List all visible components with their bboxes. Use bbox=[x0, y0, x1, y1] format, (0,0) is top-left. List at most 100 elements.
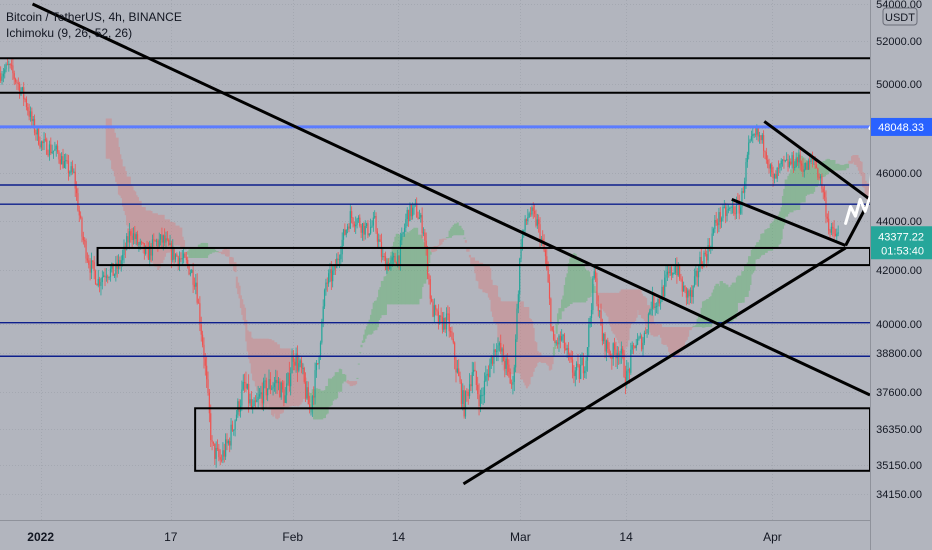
cloud-segment bbox=[628, 289, 631, 329]
cloud-segment bbox=[600, 292, 603, 309]
cloud-segment bbox=[612, 292, 615, 334]
candle-body bbox=[780, 160, 782, 165]
cloud-segment bbox=[326, 386, 329, 414]
candle-body bbox=[832, 226, 834, 229]
candle-body bbox=[356, 219, 358, 225]
price-axis-panel bbox=[870, 0, 932, 550]
cloud-segment bbox=[821, 162, 824, 178]
cloud-segment bbox=[261, 338, 264, 406]
cloud-segment bbox=[586, 270, 589, 298]
cloud-segment bbox=[247, 331, 251, 359]
candle-body bbox=[197, 302, 200, 304]
cloud-segment bbox=[855, 155, 858, 165]
candle-body bbox=[174, 254, 177, 260]
candle-body bbox=[193, 284, 196, 287]
candle-body bbox=[149, 245, 151, 260]
cloud-segment bbox=[852, 155, 855, 162]
cloud-segment bbox=[611, 292, 614, 332]
candle-body bbox=[195, 282, 197, 287]
candle-body bbox=[711, 233, 713, 248]
cloud-segment bbox=[252, 338, 255, 381]
cloud-segment bbox=[796, 152, 799, 210]
candle-body bbox=[279, 381, 281, 398]
candle-body bbox=[367, 223, 369, 236]
cloud-segment bbox=[556, 313, 560, 325]
candle-body bbox=[505, 358, 507, 369]
candle-body bbox=[256, 399, 258, 402]
cloud-segment bbox=[685, 327, 688, 340]
candle-body bbox=[311, 396, 313, 409]
candle-body bbox=[150, 245, 152, 256]
candle-body bbox=[643, 332, 645, 343]
candle-body bbox=[241, 389, 243, 406]
cloud-segment bbox=[191, 248, 194, 258]
candle-body bbox=[588, 324, 590, 348]
cloud-segment bbox=[329, 378, 332, 407]
cloud-segment bbox=[250, 337, 253, 374]
cloud-segment bbox=[851, 156, 854, 164]
cloud-segment bbox=[836, 163, 839, 171]
candle-body bbox=[86, 258, 89, 261]
candle-body bbox=[112, 263, 114, 276]
candle-body bbox=[128, 231, 131, 243]
candle-body bbox=[807, 160, 809, 170]
candle-body bbox=[271, 388, 273, 390]
candle-body bbox=[726, 210, 728, 217]
cloud-segment bbox=[253, 338, 256, 382]
cloud-segment bbox=[224, 248, 228, 257]
candle-body bbox=[431, 298, 433, 302]
candle-body bbox=[74, 171, 76, 189]
candle-body bbox=[543, 241, 545, 251]
cloud-segment bbox=[257, 338, 260, 397]
cloud-segment bbox=[837, 163, 840, 171]
candle-body bbox=[46, 139, 48, 155]
cloud-segment bbox=[762, 233, 766, 255]
cloud-segment bbox=[341, 373, 344, 384]
candle-body bbox=[528, 213, 530, 218]
candle-body bbox=[65, 160, 67, 162]
candle-body bbox=[792, 155, 795, 169]
candle-body bbox=[631, 345, 633, 350]
candle-body bbox=[383, 256, 385, 258]
candle-body bbox=[409, 204, 411, 222]
y-tick-label: 37600.00 bbox=[876, 387, 922, 399]
cloud-segment bbox=[455, 223, 458, 236]
candle-body bbox=[153, 239, 155, 241]
candle-body bbox=[368, 233, 370, 236]
cloud-segment bbox=[727, 287, 730, 324]
candle-body bbox=[620, 348, 622, 354]
candle-body bbox=[573, 372, 575, 377]
cloud-segment bbox=[207, 247, 210, 256]
cloud-segment bbox=[197, 244, 200, 258]
cloud-segment bbox=[211, 248, 214, 253]
currency-badge-label: USDT bbox=[885, 12, 915, 24]
candle-body bbox=[227, 441, 229, 444]
cloud-segment bbox=[585, 270, 588, 301]
candle-body bbox=[379, 239, 381, 242]
candle-body bbox=[322, 306, 324, 322]
candle-body bbox=[261, 392, 263, 404]
cloud-segment bbox=[189, 248, 192, 258]
candle-body bbox=[687, 290, 689, 298]
cloud-segment bbox=[737, 275, 740, 303]
cloud-segment bbox=[691, 327, 694, 329]
candle-body bbox=[574, 370, 576, 377]
candle-body bbox=[294, 361, 296, 366]
candle-body bbox=[429, 279, 431, 299]
cloud-segment bbox=[391, 246, 394, 305]
x-tick-label: 14 bbox=[619, 530, 633, 544]
candle-body bbox=[126, 236, 128, 250]
candle-body bbox=[88, 260, 90, 265]
cloud-segment bbox=[846, 163, 850, 169]
cloud-segment bbox=[374, 300, 377, 331]
candle-body bbox=[548, 282, 551, 299]
cloud-segment bbox=[243, 307, 247, 326]
current-price-label: 43377.22 bbox=[878, 231, 924, 243]
candle-body bbox=[544, 250, 547, 257]
candle-body bbox=[817, 168, 819, 178]
candle-body bbox=[12, 65, 14, 74]
indicator-title: Ichimoku (9, 26, 52, 26) bbox=[6, 26, 133, 40]
candle-body bbox=[426, 248, 429, 275]
